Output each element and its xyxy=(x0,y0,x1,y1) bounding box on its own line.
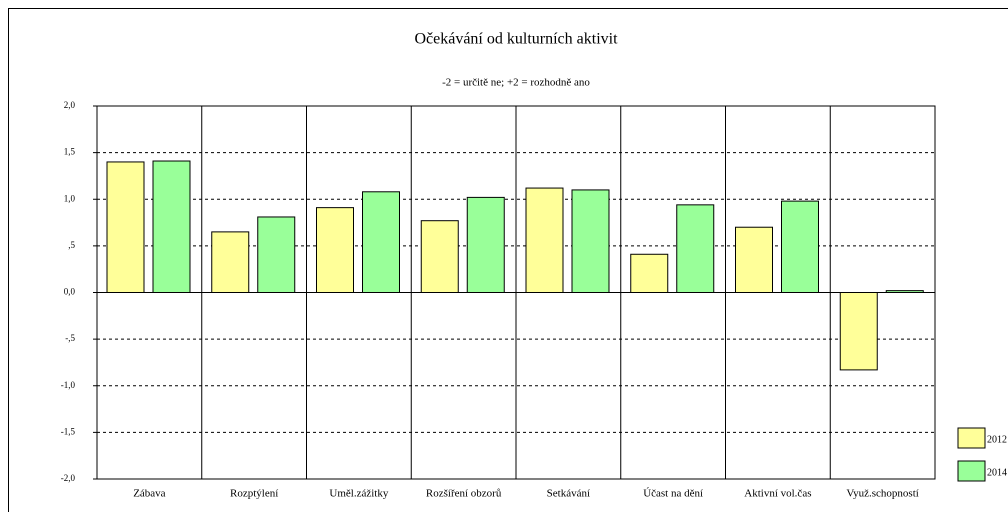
legend-label: 2012 xyxy=(987,434,1007,445)
x-tick-label: Setkávání xyxy=(547,488,590,500)
legend-swatch xyxy=(957,460,986,482)
legend-label: 2014 xyxy=(987,467,1007,478)
chart-subtitle: -2 = určitě ne; +2 = rozhodně ano xyxy=(442,77,590,89)
bar xyxy=(466,196,505,293)
legend-swatch xyxy=(957,427,986,449)
x-tick-label: Aktivní vol.čas xyxy=(744,488,811,500)
x-tick-label: Rozptýlení xyxy=(230,488,278,500)
bar xyxy=(676,204,715,293)
x-tick-label: Účast na dění xyxy=(643,488,703,500)
y-tick-label: -1,0 xyxy=(61,380,76,390)
y-tick-label: ,5 xyxy=(68,240,75,250)
y-tick-label: -,5 xyxy=(65,333,75,343)
bar xyxy=(362,191,400,293)
x-tick-label: Uměl.zážitky xyxy=(329,488,388,500)
bar xyxy=(839,292,878,371)
bar xyxy=(735,226,773,294)
y-tick-label: -1,5 xyxy=(61,426,76,436)
y-tick-label: 2,0 xyxy=(64,100,76,110)
bar xyxy=(316,207,354,293)
x-tick-label: Rozšíření obzorů xyxy=(426,488,502,500)
y-tick-label: 1,5 xyxy=(64,147,76,157)
bar xyxy=(781,200,819,294)
bar xyxy=(525,187,564,293)
bar xyxy=(571,189,610,293)
bar xyxy=(152,160,191,293)
bar xyxy=(630,253,669,293)
chart-title: Očekávání od kulturních aktivit xyxy=(414,31,618,48)
bar xyxy=(106,161,145,293)
bar xyxy=(257,216,296,293)
x-tick-label: Zábava xyxy=(133,488,165,500)
y-tick-label: -2,0 xyxy=(61,473,76,483)
bar xyxy=(420,220,459,293)
x-tick-label: Využ.schopností xyxy=(846,488,918,500)
y-tick-label: 0,0 xyxy=(64,287,76,297)
y-tick-label: 1,0 xyxy=(64,193,76,203)
bar xyxy=(211,231,250,293)
